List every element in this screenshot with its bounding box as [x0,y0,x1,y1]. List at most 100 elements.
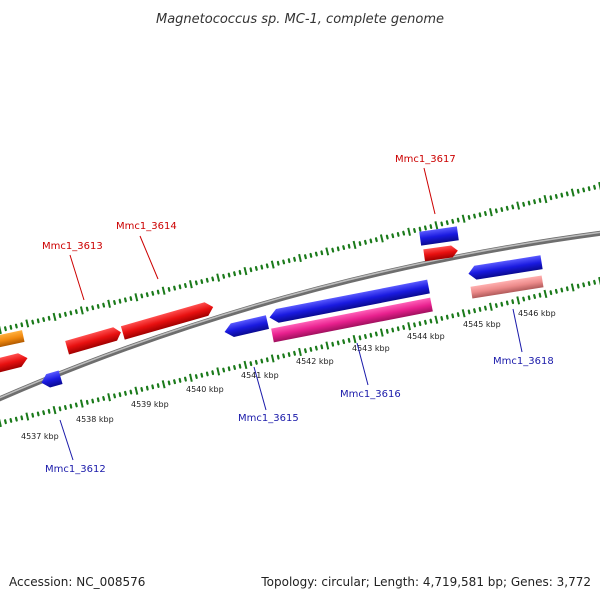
inner-ruler-minor-tick [445,314,449,320]
outer-ruler-minor-tick [91,305,95,311]
inner-ruler-major-tick [598,276,600,286]
inner-ruler-minor-tick [304,348,307,354]
inner-ruler-minor-tick [473,308,476,314]
outer-ruler-minor-tick [238,269,242,275]
outer-ruler-minor-tick [287,258,291,264]
inner-ruler-minor-tick [47,408,51,414]
inner-ruler-minor-tick [374,331,378,337]
outer-ruler-minor-tick [265,263,269,269]
callout-Mmc1_3618 [512,308,523,353]
outer-ruler-minor-tick [123,297,127,303]
outer-ruler-minor-tick [233,271,236,277]
inner-ruler-major-tick [379,328,384,337]
outer-ruler-minor-tick [505,205,509,211]
outer-ruler-minor-tick [205,277,209,283]
inner-ruler-major-tick [407,322,411,331]
inner-ruler-minor-tick [20,415,24,421]
inner-ruler-minor-tick [9,418,13,423]
outer-ruler-major-tick [325,247,330,256]
inner-ruler-major-tick [298,347,302,357]
outer-ruler-minor-tick [385,234,389,240]
inner-ruler-minor-tick [173,379,176,385]
outer-ruler-minor-tick [358,241,362,247]
inner-ruler-minor-tick [260,358,264,364]
inner-ruler-minor-tick [418,321,422,327]
scale-label-4541: 4541 kbp [241,371,279,380]
gene-label-Mmc1_3617[interactable]: Mmc1_3617 [395,154,456,165]
inner-ruler-minor-tick [102,396,106,401]
inner-ruler-major-tick [434,315,439,324]
gene-Mmc1_3616-arrow[interactable] [271,297,433,343]
outer-ruler-minor-tick [391,233,395,239]
outer-ruler-minor-tick [194,280,198,286]
gene-label-Mmc1_3615[interactable]: Mmc1_3615 [238,413,299,424]
inner-ruler-major-tick [0,418,2,428]
genome-backbone-highlight [0,231,600,399]
gene-label-Mmc1_3618[interactable]: Mmc1_3618 [493,356,554,367]
outer-ruler-minor-tick [424,225,427,231]
inner-ruler-minor-tick [336,340,340,346]
inner-ruler-minor-tick [205,371,209,377]
inner-ruler-minor-tick [424,319,427,325]
gene-label-Mmc1_3612[interactable]: Mmc1_3612 [45,464,106,475]
gene-Mmc1_3618-arrow[interactable] [470,275,544,299]
outer-ruler-minor-tick [254,266,258,271]
outer-ruler-minor-tick [282,259,286,265]
outer-ruler-minor-tick [113,300,117,305]
left-edge-red-feature [0,353,28,373]
outer-ruler-major-tick [189,280,193,289]
outer-ruler-minor-tick [374,237,378,243]
outer-ruler-minor-tick [3,326,7,332]
gene-label-Mmc1_3613[interactable]: Mmc1_3613 [42,241,103,252]
outer-ruler-minor-tick [211,276,215,282]
gene-Mmc1_3617-arrow[interactable] [423,245,458,262]
outer-ruler-minor-tick [314,251,318,257]
inner-ruler-major-tick [570,283,575,292]
inner-ruler-minor-tick [582,282,586,288]
inner-ruler-minor-tick [522,296,526,302]
inner-ruler-minor-tick [184,376,187,382]
scale-label-4538: 4538 kbp [76,415,114,424]
gene-Mmc1_3613-arrow[interactable] [65,326,123,355]
inner-ruler-minor-tick [36,411,40,417]
gene-label-Mmc1_3614[interactable]: Mmc1_3614 [116,221,177,232]
outer-ruler-minor-tick [200,279,204,284]
inner-ruler-minor-tick [69,403,73,409]
inner-ruler-minor-tick [211,370,215,376]
scale-label-4546: 4546 kbp [518,309,556,318]
outer-ruler-minor-tick [227,272,231,278]
inner-ruler-minor-tick [74,402,78,408]
outer-ruler-minor-tick [593,184,597,190]
inner-ruler-major-tick [161,380,166,389]
outer-ruler-minor-tick [320,250,324,256]
inner-ruler-minor-tick [456,312,460,317]
outer-ruler-major-tick [570,188,575,197]
inner-ruler-minor-tick [63,405,67,410]
inner-ruler-minor-tick [576,283,580,289]
outer-ruler-minor-tick [249,267,253,273]
outer-ruler-minor-tick [9,324,13,330]
inner-ruler-minor-tick [123,390,127,396]
inner-ruler-minor-tick [200,372,204,378]
inner-ruler-major-tick [516,296,521,305]
outer-ruler-minor-tick [184,283,187,288]
gene-Mmc1_3615-arrow[interactable] [223,315,270,339]
outer-ruler-minor-tick [63,311,67,317]
inner-ruler-minor-tick [227,366,231,372]
outer-ruler-major-tick [407,227,411,236]
inner-ruler-minor-tick [593,279,597,285]
outer-ruler-minor-tick [538,197,542,203]
inner-ruler-major-tick [52,405,57,415]
inner-ruler-minor-tick [156,383,160,388]
gene-Mmc1_3612-arrow[interactable] [39,370,63,390]
outer-ruler-minor-tick [413,228,416,233]
inner-ruler-minor-tick [96,397,100,403]
outer-ruler-minor-tick [533,199,537,205]
outer-ruler-major-tick [461,214,466,223]
gene-label-Mmc1_3616[interactable]: Mmc1_3616 [340,389,401,400]
outer-ruler-minor-tick [473,213,476,219]
callout-Mmc1_3617 [423,167,436,215]
gene-Mmc1_3614-arrow[interactable] [120,300,215,340]
